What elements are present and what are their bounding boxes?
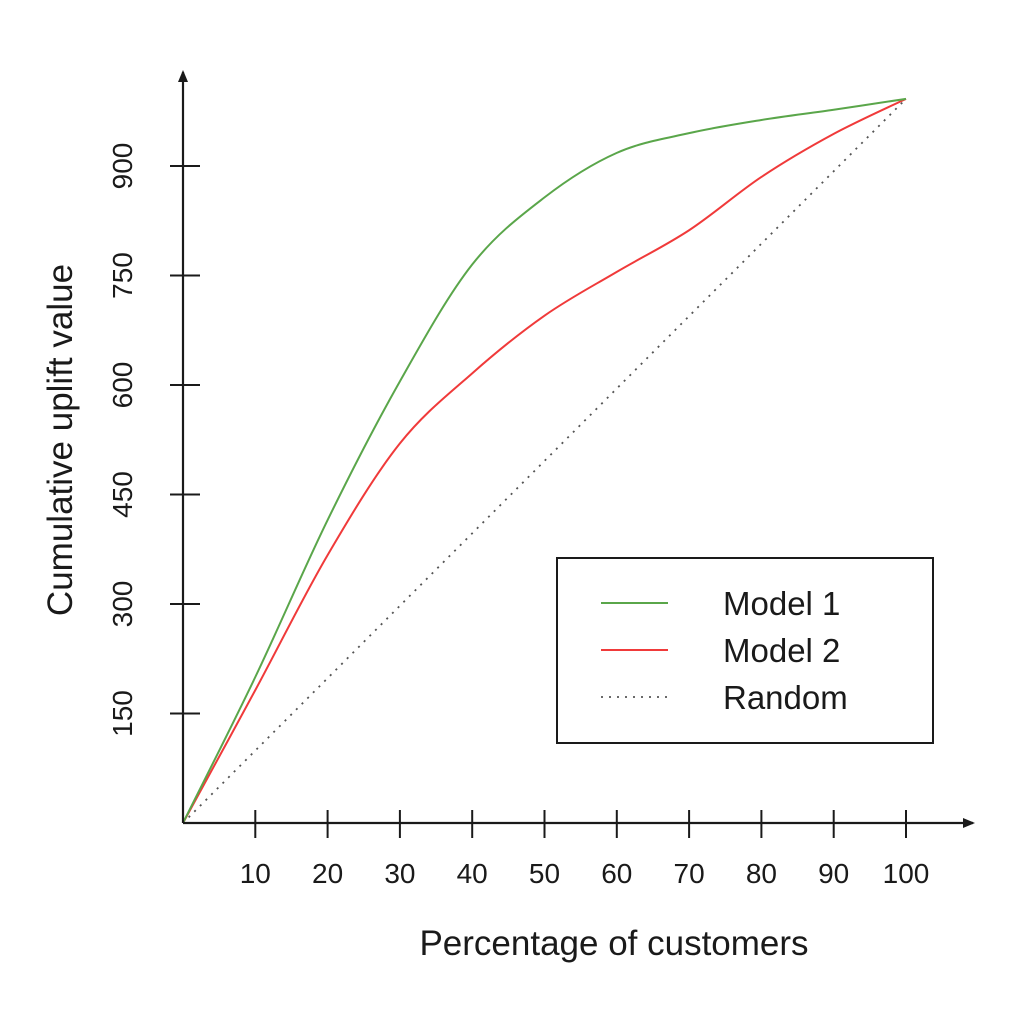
x-tick-label: 40 [457, 858, 488, 889]
x-tick-label: 100 [883, 858, 930, 889]
y-axis-title: Cumulative uplift value [41, 264, 80, 616]
series-line-model-2 [182, 97, 907, 824]
x-tick-label: 80 [746, 858, 777, 889]
y-tick-label: 450 [107, 471, 138, 518]
y-tick-label: 300 [107, 581, 138, 628]
x-tick-label: 30 [384, 858, 415, 889]
legend-label-model-1: Model 1 [723, 585, 840, 622]
legend-label-random: Random [723, 679, 848, 716]
legend: Model 1 Model 2 Random [556, 557, 934, 744]
plot-area [182, 97, 907, 824]
series-line-model-1 [182, 97, 907, 824]
x-tick-label: 50 [529, 858, 560, 889]
x-axis-ticks: 10 20 30 40 50 60 70 80 90 100 [240, 810, 930, 889]
x-axis-title: Percentage of customers [419, 924, 808, 963]
y-axis-ticks: 150 300 450 600 750 900 [107, 143, 200, 737]
x-tick-label: 90 [818, 858, 849, 889]
y-tick-label: 600 [107, 362, 138, 409]
x-tick-label: 60 [601, 858, 632, 889]
legend-label-model-2: Model 2 [723, 632, 840, 669]
x-tick-label: 20 [312, 858, 343, 889]
x-tick-label: 10 [240, 858, 271, 889]
x-tick-label: 70 [674, 858, 705, 889]
y-tick-label: 150 [107, 690, 138, 737]
y-tick-label: 750 [107, 252, 138, 299]
y-tick-label: 900 [107, 143, 138, 190]
